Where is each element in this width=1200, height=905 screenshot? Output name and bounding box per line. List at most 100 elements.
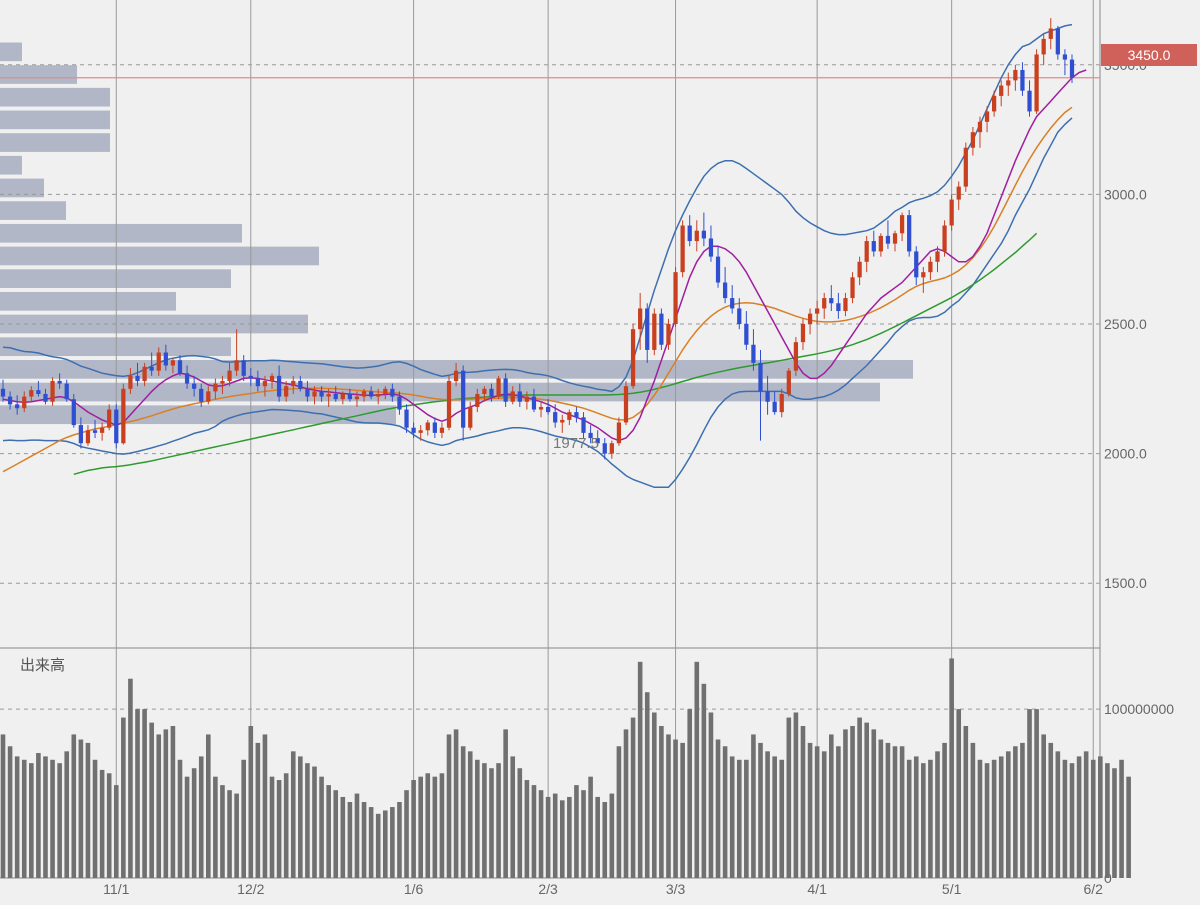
candle-body — [432, 422, 437, 433]
volume-bar — [913, 756, 919, 878]
candle-body — [347, 393, 353, 400]
candle-body — [708, 238, 714, 257]
volume-bar — [50, 759, 55, 878]
candle — [829, 285, 834, 312]
candle — [255, 370, 260, 392]
volume-bar — [1020, 742, 1025, 878]
candle-body — [269, 375, 275, 382]
candle-body — [489, 388, 494, 397]
candle — [1041, 33, 1046, 65]
candle — [567, 409, 572, 426]
candle-body — [340, 393, 345, 400]
volume-bar — [269, 776, 275, 878]
candle — [836, 292, 841, 319]
volume-bar — [496, 763, 501, 878]
volume-bar — [439, 773, 445, 878]
volume-bar — [36, 753, 41, 878]
candle — [340, 391, 345, 405]
candle — [57, 373, 62, 389]
candle — [680, 220, 685, 278]
volume-bar — [751, 734, 756, 878]
volume-bar — [694, 661, 700, 878]
candle-body — [7, 396, 13, 405]
candle-body — [843, 298, 848, 312]
volume-bar — [149, 722, 154, 878]
volume-bar — [1013, 746, 1018, 878]
current-price-tag-box — [1101, 44, 1197, 66]
volume-bar — [1105, 763, 1110, 878]
volume-bar — [142, 709, 147, 878]
volume-bar — [467, 751, 473, 878]
volume-bar — [899, 746, 905, 878]
candle-body — [319, 391, 324, 397]
candle-body — [1062, 54, 1068, 60]
candle — [878, 233, 883, 257]
candle — [206, 386, 211, 405]
candle — [673, 266, 678, 327]
candle — [956, 181, 961, 210]
candle — [192, 375, 197, 397]
volume-bar — [255, 742, 261, 878]
candle — [595, 430, 600, 446]
volume-bar — [574, 785, 579, 878]
candle — [899, 212, 905, 242]
volume-bar — [92, 759, 98, 878]
candle-body — [418, 430, 423, 433]
volume-bar — [949, 658, 954, 878]
volume-bar — [340, 796, 346, 878]
candle — [914, 246, 919, 286]
price-tick-label: 3000.0 — [1104, 186, 1147, 202]
candle-body — [1041, 38, 1046, 55]
volume-bar — [800, 726, 806, 878]
candle-body — [29, 390, 34, 397]
candle-body — [227, 370, 232, 382]
candle-body — [446, 381, 452, 428]
volume-profile-bar — [0, 201, 66, 220]
volume-bar — [1041, 734, 1046, 878]
candle — [758, 349, 763, 441]
volume-bar — [1126, 776, 1131, 878]
price-tick-label: 2000.0 — [1104, 446, 1147, 462]
candle — [765, 375, 770, 415]
candle-body — [694, 230, 699, 242]
candle-body — [1055, 28, 1060, 55]
candle-body — [779, 393, 784, 413]
candle-body — [737, 308, 742, 324]
volume-bar — [807, 742, 813, 878]
candle-body — [722, 282, 728, 299]
candle — [510, 386, 515, 405]
candle-body — [645, 308, 650, 350]
volume-bar — [170, 726, 176, 878]
candle-body — [326, 393, 331, 397]
candle — [0, 379, 6, 402]
candle-body — [206, 391, 211, 402]
candle — [227, 362, 232, 387]
volume-bar — [368, 807, 374, 878]
candle-body — [892, 233, 898, 244]
candle-body — [50, 381, 55, 402]
candle — [50, 377, 55, 406]
candle — [864, 235, 869, 273]
candle-body — [992, 95, 997, 112]
candle-body — [312, 391, 317, 397]
candle — [907, 209, 912, 257]
candle — [1027, 80, 1032, 117]
volume-bar — [652, 712, 657, 878]
volume-bar — [885, 742, 891, 878]
candle-body — [659, 313, 664, 345]
current-price-tag: 3450.0 — [1101, 44, 1197, 66]
volume-bar — [524, 780, 530, 878]
candle-body — [199, 388, 204, 402]
volume-profile-bar — [0, 223, 242, 243]
candle-body — [850, 277, 855, 299]
candle-body — [567, 412, 572, 420]
candle — [453, 362, 459, 387]
candle — [659, 308, 664, 350]
candle-body — [192, 383, 197, 389]
volume-bar — [1090, 759, 1096, 878]
volume-bar — [0, 734, 6, 878]
volume-bar — [595, 796, 600, 878]
candle — [616, 417, 622, 446]
date-tick-label: 4/1 — [807, 881, 827, 897]
volume-profile-bar — [0, 87, 110, 107]
